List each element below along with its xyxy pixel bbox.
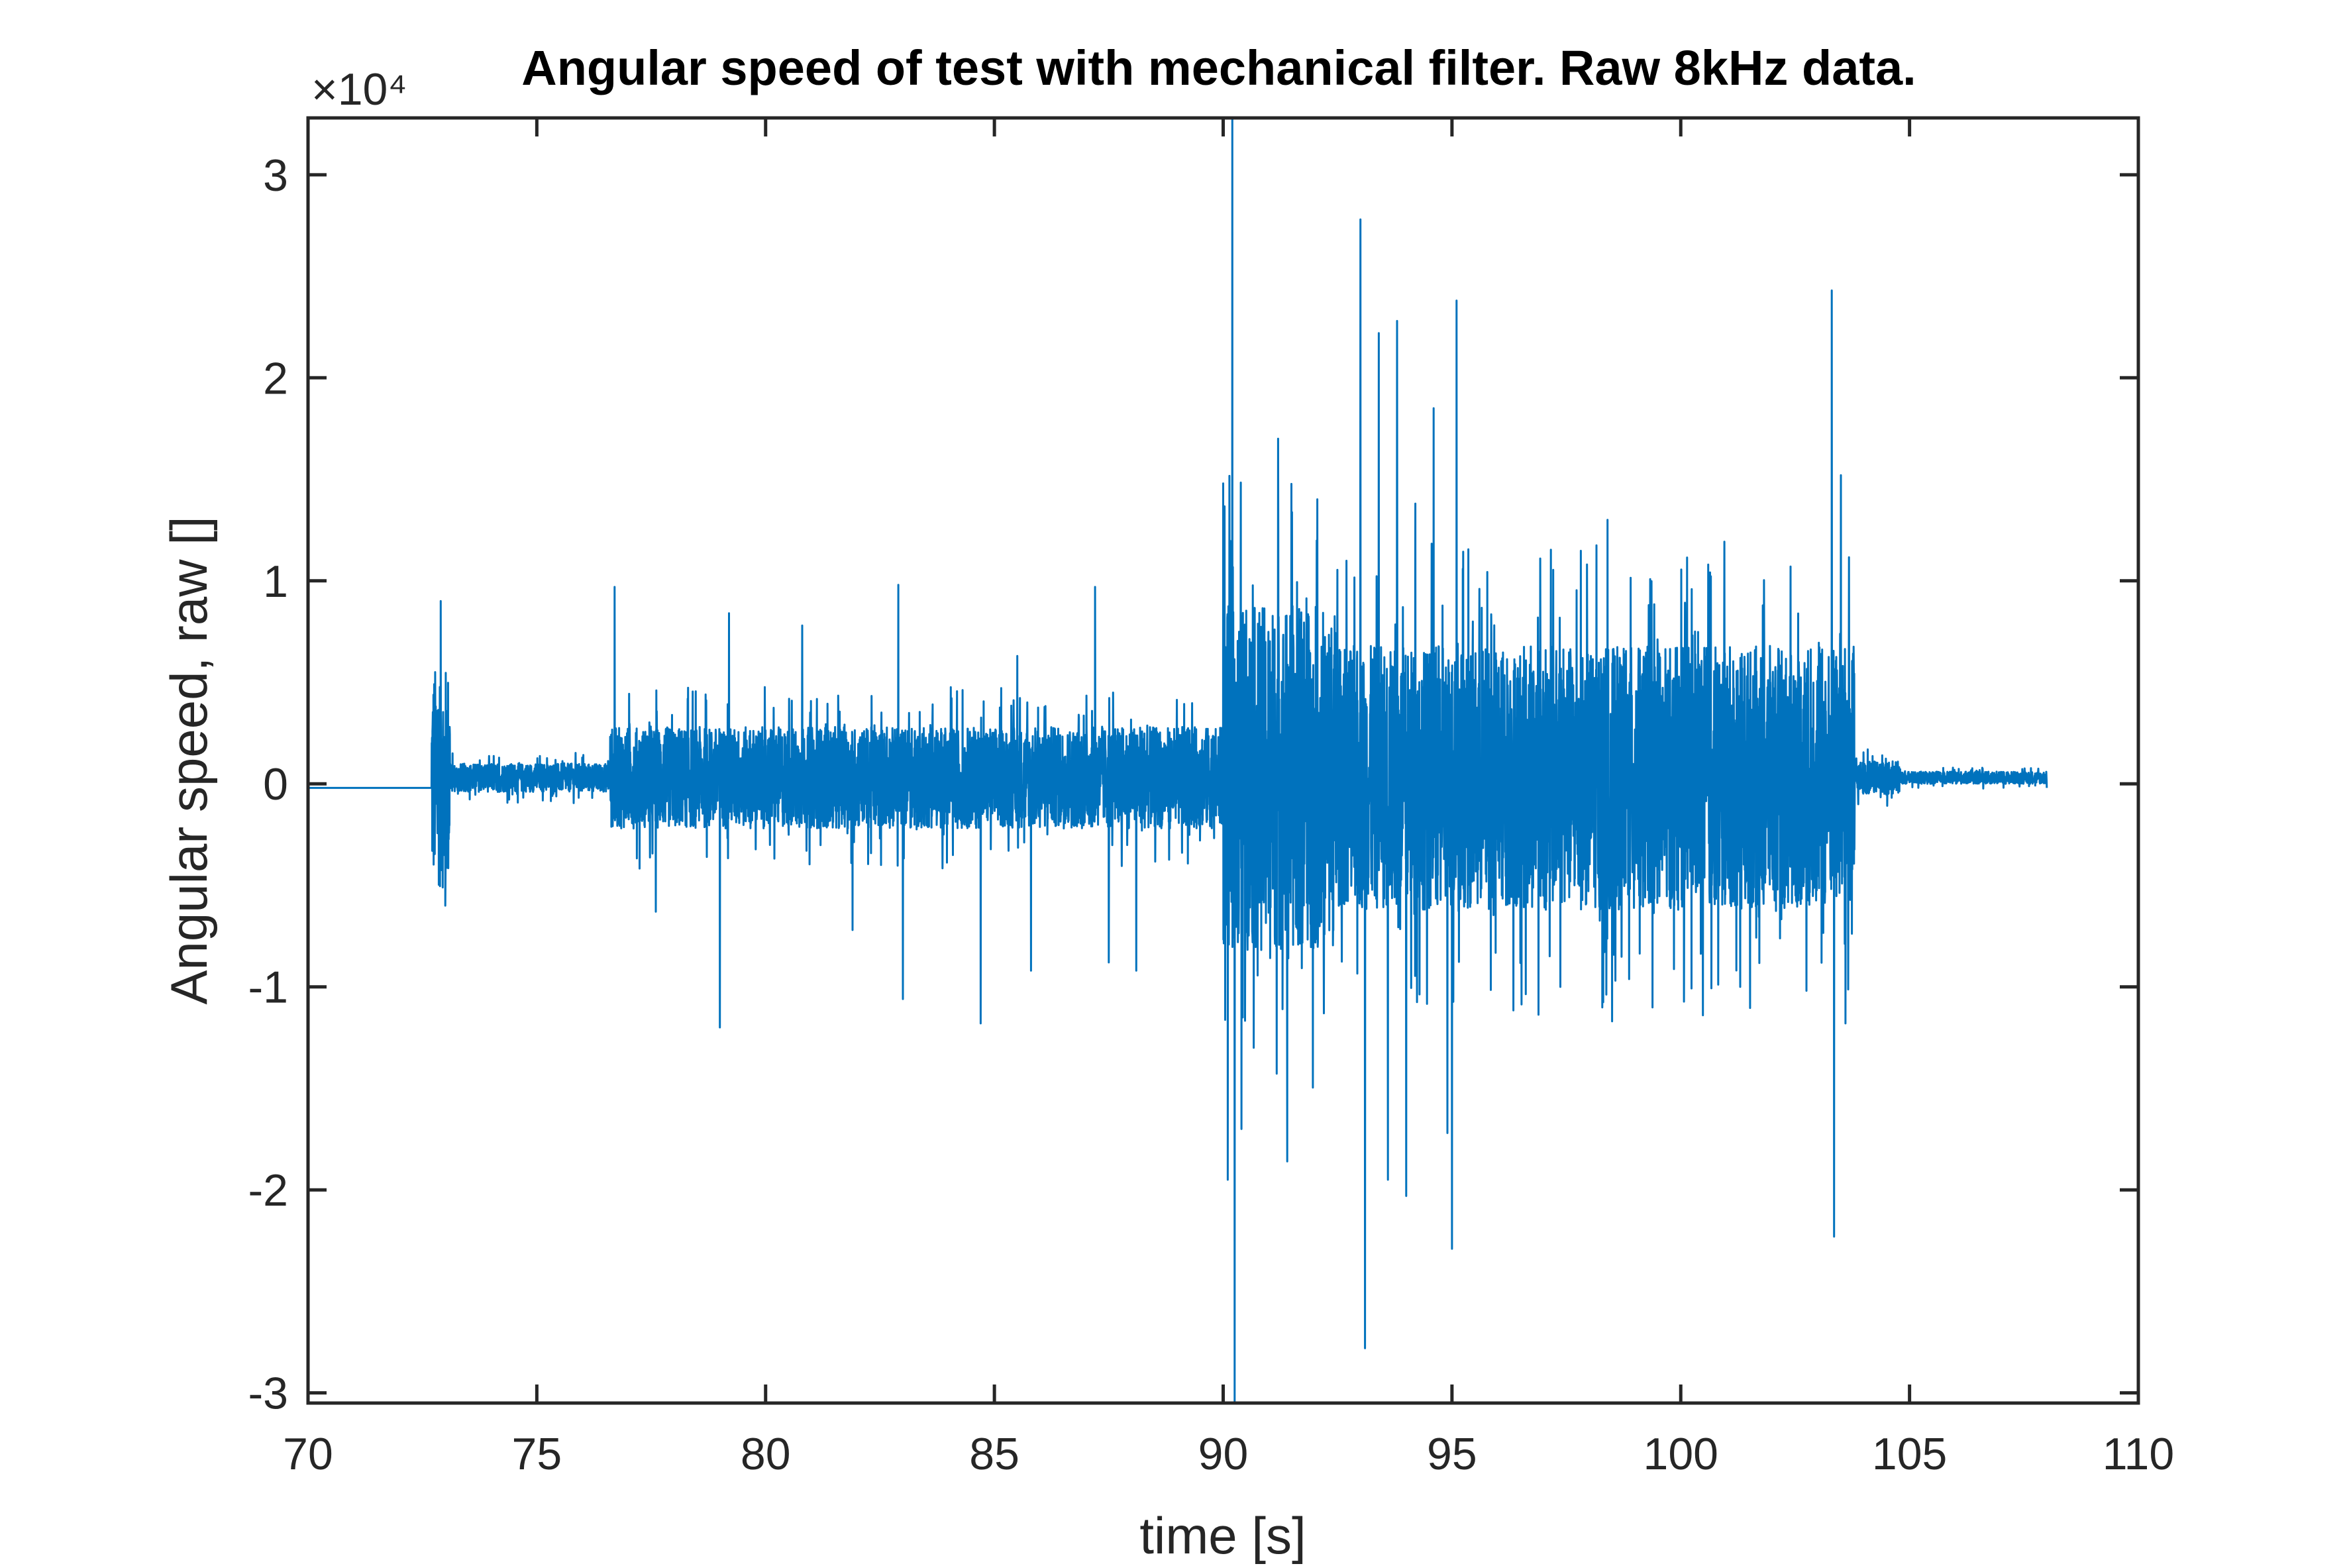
x-tick-label: 90: [1198, 1429, 1249, 1479]
x-axis-ticks: 70 75 80 85 90 95 100 105 110: [283, 118, 2174, 1479]
y-axis-ticks: 3 2 1 0 -1 -2 -3: [248, 150, 2138, 1419]
y-tick-label: -3: [248, 1369, 288, 1419]
x-tick-label: 75: [512, 1429, 562, 1479]
data-series: [308, 118, 2048, 1403]
y-tick-label: 2: [263, 353, 288, 403]
plot-area: [308, 118, 2048, 1403]
chart-title: Angular speed of test with mechanical fi…: [521, 40, 1916, 95]
y-tick-label: 3: [263, 150, 288, 201]
x-tick-label: 80: [741, 1429, 791, 1479]
x-tick-label: 95: [1427, 1429, 1477, 1479]
x-tick-label: 85: [969, 1429, 1019, 1479]
x-axis-label: time [s]: [1139, 1506, 1306, 1565]
y-tick-label: 0: [263, 759, 288, 810]
x-tick-label: 110: [2103, 1429, 2174, 1479]
y-tick-label: -1: [248, 963, 288, 1013]
y-axis-exponent-label: ×10⁴: [311, 64, 407, 115]
x-tick-label: 70: [283, 1429, 333, 1479]
x-tick-label: 105: [1872, 1429, 1947, 1479]
y-tick-label: 1: [263, 556, 288, 607]
series-line: [308, 118, 2048, 1403]
y-axis-label: Angular speed, raw []: [160, 516, 218, 1004]
y-tick-label: -2: [248, 1165, 288, 1216]
x-tick-label: 100: [1643, 1429, 1718, 1479]
